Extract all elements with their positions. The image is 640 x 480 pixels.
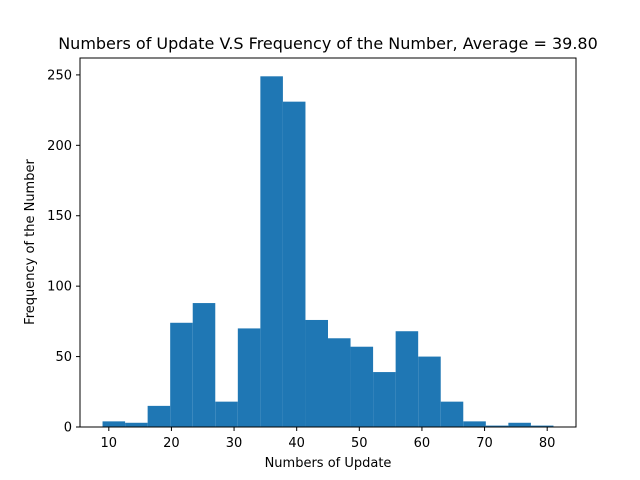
x-tick-label: 40 <box>288 436 305 451</box>
histogram-bar <box>440 401 464 427</box>
x-tick-label: 70 <box>476 436 493 451</box>
x-tick-label: 50 <box>351 436 368 451</box>
histogram-bar <box>373 372 396 427</box>
y-tick-label: 100 <box>47 280 72 295</box>
histogram-bar <box>350 346 374 427</box>
plot-frame <box>79 57 577 428</box>
histogram-bar <box>328 338 351 427</box>
y-tick-label: 250 <box>47 68 72 83</box>
x-axis-label: Numbers of Update <box>265 456 392 471</box>
histogram-bar <box>485 425 509 427</box>
histogram-bar <box>530 425 554 427</box>
histogram-bar <box>260 76 283 428</box>
y-tick-label: 50 <box>55 350 72 365</box>
histogram-bar <box>147 405 171 427</box>
histogram-bar <box>102 421 126 427</box>
bars-group <box>102 76 554 428</box>
x-tick-label: 80 <box>539 436 556 451</box>
histogram-bar <box>395 331 419 427</box>
y-tick-label: 150 <box>47 209 72 224</box>
histogram-bar <box>215 401 238 427</box>
histogram-bar <box>463 421 486 427</box>
histogram-bar <box>125 422 148 427</box>
y-tick-label: 0 <box>64 421 72 436</box>
x-tick-label: 20 <box>163 436 180 451</box>
histogram-bar <box>418 356 441 427</box>
y-axis-label: Frequency of the Number <box>23 159 38 325</box>
x-tick-label: 30 <box>226 436 243 451</box>
histogram-bar <box>508 422 531 427</box>
y-ticks-group: 0 50 100 150 200 250 <box>47 68 80 436</box>
x-tick-label: 60 <box>414 436 431 451</box>
histogram-bar <box>237 328 261 427</box>
histogram-bar <box>305 319 328 427</box>
y-tick-label: 200 <box>47 139 72 154</box>
x-tick-label: 10 <box>101 436 118 451</box>
x-ticks-group: 10 20 30 40 50 60 70 80 <box>101 427 556 451</box>
histogram-bar <box>282 101 306 427</box>
chart-title: Numbers of Update V.S Frequency of the N… <box>58 34 598 53</box>
histogram-bar <box>170 322 193 427</box>
histogram-bar <box>192 303 216 427</box>
